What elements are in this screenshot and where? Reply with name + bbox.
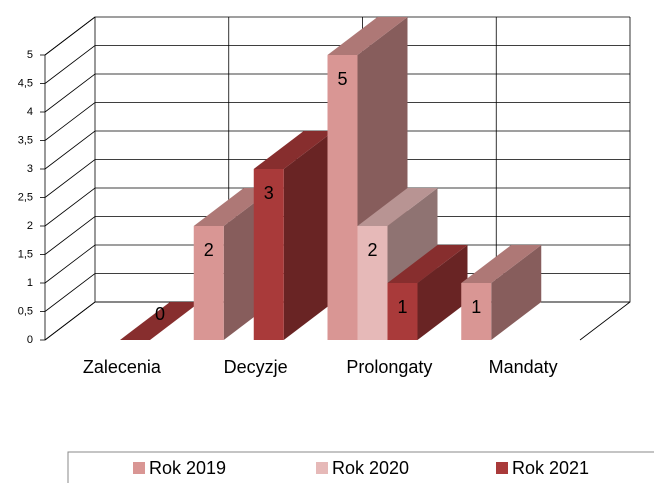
- legend-swatch: [496, 462, 508, 474]
- y-tick-label: 1,5: [18, 248, 33, 260]
- legend-swatch: [316, 462, 328, 474]
- grid-line: [44, 16, 630, 56]
- y-tick-label: 3: [27, 163, 33, 175]
- bar-side: [491, 245, 542, 340]
- legend-frame: [67, 451, 654, 483]
- legend-label: Rok 2021: [512, 458, 589, 478]
- y-tick-label: 0,5: [18, 305, 33, 317]
- bar: [387, 245, 468, 340]
- grid-line: [44, 102, 630, 141]
- legend: Rok 2019 Rok 2020 Rok 2021: [67, 451, 654, 483]
- grid-line: [44, 159, 630, 198]
- x-tick-label: Mandaty: [489, 357, 558, 377]
- grid-line: [44, 187, 630, 227]
- y-tick-label: 3,5: [18, 134, 33, 146]
- y-tick-label: 5: [27, 49, 33, 61]
- y-tick-label: 2,5: [18, 191, 33, 203]
- bar-front: [327, 55, 358, 340]
- bar: [120, 302, 200, 340]
- legend-label: Rok 2020: [332, 458, 409, 478]
- y-tick-label: 1: [27, 277, 33, 289]
- bar-top: [253, 131, 334, 169]
- bars: 0 2 3 5 2 1 1: [120, 17, 542, 340]
- bar-side: [417, 245, 468, 340]
- data-label: 3: [264, 183, 274, 203]
- x-tick-label: Prolongaty: [346, 357, 432, 377]
- y-tick-label: 4,5: [18, 77, 33, 89]
- grid-line: [44, 73, 630, 113]
- bar: [253, 131, 334, 340]
- bar-front: [387, 283, 418, 340]
- legend-label: Rok 2019: [149, 458, 226, 478]
- y-tick-label: 0: [27, 334, 33, 346]
- data-label: 0: [155, 304, 165, 324]
- bar-front: [357, 226, 388, 340]
- grid-line: [44, 130, 630, 170]
- bar-front: [253, 169, 284, 340]
- bar-top: [387, 245, 468, 283]
- bar-side: [283, 131, 334, 340]
- bar-top: [357, 188, 438, 226]
- data-label: 1: [397, 297, 407, 317]
- grid-line: [44, 216, 630, 255]
- y-tick-label: 4: [27, 106, 33, 118]
- data-label: 5: [337, 69, 347, 89]
- grid-line: [44, 45, 630, 84]
- bar: [461, 245, 542, 340]
- bar-top: [327, 17, 408, 55]
- data-label: 2: [204, 240, 214, 260]
- bar-front: [193, 226, 224, 340]
- x-tick-label: Decyzje: [224, 357, 288, 377]
- data-label: 2: [367, 240, 377, 260]
- bar-front: [461, 283, 492, 340]
- bar-top: [120, 302, 200, 340]
- data-label: 1: [471, 297, 481, 317]
- x-tick-label: Zalecenia: [83, 357, 162, 377]
- legend-swatch: [133, 462, 145, 474]
- bar-top: [461, 245, 542, 283]
- y-tick-label: 2: [27, 220, 33, 232]
